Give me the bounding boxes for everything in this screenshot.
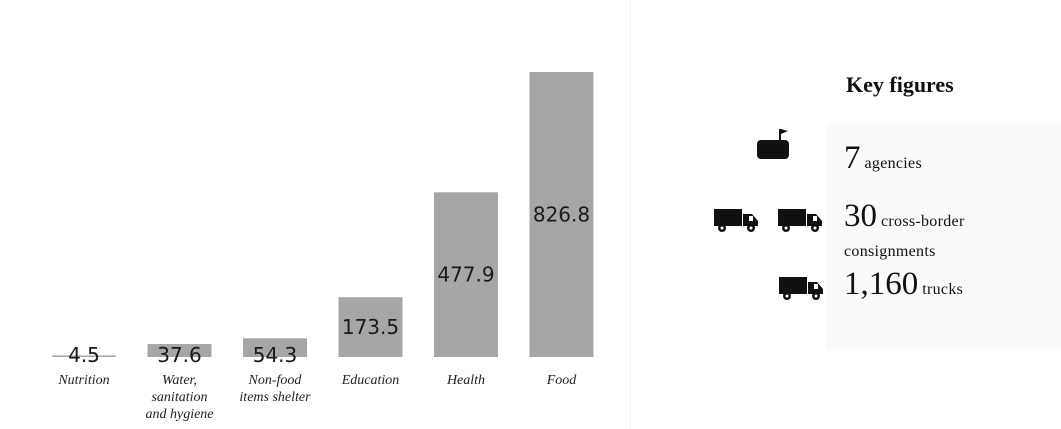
truck-icon — [714, 209, 758, 232]
data-label: 477.9 — [437, 263, 494, 287]
consignments-label: cross-border — [881, 213, 965, 230]
category-label: Education — [341, 373, 400, 388]
category-label: Non-food — [248, 373, 303, 388]
data-label: 826.8 — [533, 203, 590, 227]
category-label: and hygiene — [145, 407, 213, 422]
consignments-number: 30 — [844, 198, 877, 234]
key-figures-title: Key figures — [846, 72, 954, 97]
trucks-figure: 1,160 trucks — [844, 266, 963, 303]
truck-icon — [779, 277, 823, 300]
agencies-figure: 7 agencies — [844, 140, 922, 177]
consignments-label-line2: consignments — [844, 243, 936, 260]
trucks-number: 1,160 — [844, 266, 919, 302]
bar — [243, 338, 307, 357]
data-label: 4.5 — [68, 343, 100, 367]
bar — [434, 192, 498, 357]
truck-icon — [778, 209, 822, 232]
bar — [529, 72, 594, 357]
trucks-label: trucks — [922, 281, 964, 298]
key-figures-panel — [826, 124, 1061, 349]
panel-divider — [630, 0, 631, 429]
category-label: items shelter — [239, 390, 311, 405]
agencies-label: agencies — [864, 155, 922, 172]
bar-chart: 4.5 Nutrition 37.6 Water, sanitation and hygi… — [52, 72, 594, 422]
category-label: Food — [546, 373, 578, 388]
bar — [338, 297, 403, 357]
data-label: 37.6 — [157, 343, 202, 367]
category-label: Health — [446, 373, 485, 388]
agency-icon — [757, 129, 789, 159]
category-label: Nutrition — [57, 373, 109, 388]
category-label: Water, — [162, 373, 197, 388]
category-label: sanitation — [151, 390, 207, 405]
data-label: 54.3 — [253, 343, 298, 367]
bar — [147, 344, 212, 357]
bar — [52, 355, 116, 357]
agencies-number: 7 — [844, 140, 861, 176]
consignments-figure: 30 cross-border — [844, 198, 965, 235]
data-label: 173.5 — [342, 315, 399, 339]
chart-svg: 4.5 Nutrition 37.6 Water, sanitation and hygi… — [52, 72, 594, 422]
